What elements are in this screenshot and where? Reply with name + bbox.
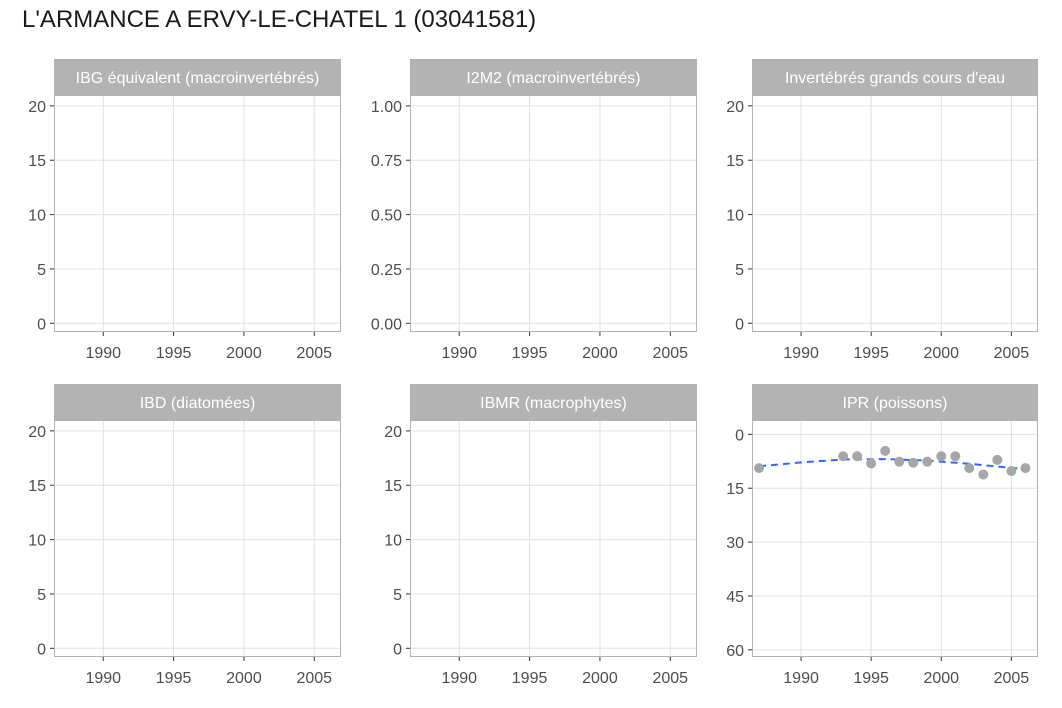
facet-ibd-diatomees: IBD (diatomées) 0 5 10 15 20 1990 1995 2000 2005 <box>28 384 341 687</box>
data-point <box>880 445 891 456</box>
x-tick-label: 2000 <box>226 670 262 687</box>
x-tick-label: 2000 <box>923 670 959 687</box>
y-tick-label: 1.00 <box>371 99 402 116</box>
x-tick-label: 1990 <box>783 345 819 362</box>
data-point <box>1020 463 1031 474</box>
x-tick-label: 1995 <box>156 345 192 362</box>
y-tick-label: 20 <box>384 424 402 441</box>
y-tick-label: 30 <box>726 535 744 552</box>
y-tick-label: 0 <box>393 641 402 658</box>
facet-i2m2-macroinvertebres: I2M2 (macroinvertébrés) 0.00 0.25 0.50 0.75 1… <box>371 59 697 362</box>
y-tick-label: 45 <box>726 589 744 606</box>
facet-strip <box>752 59 1038 95</box>
data-point <box>838 451 849 462</box>
y-tick-label: 0.25 <box>371 262 402 279</box>
y-tick-label: 0.75 <box>371 153 402 170</box>
facet-strip-label: IPR (poissons) <box>843 395 948 412</box>
x-tick-label: 2005 <box>994 670 1030 687</box>
facet-strip <box>54 59 341 95</box>
data-point <box>922 456 933 467</box>
y-tick-label: 15 <box>28 478 46 495</box>
facet-strip <box>54 384 341 420</box>
data-point <box>978 469 989 480</box>
y-tick-label: 20 <box>28 99 46 116</box>
x-tick-label: 1990 <box>85 345 121 362</box>
data-point <box>1006 465 1017 476</box>
y-tick-label: 5 <box>37 262 46 279</box>
y-tick-label: 10 <box>384 533 402 550</box>
y-tick-label: 15 <box>384 478 402 495</box>
y-tick-label: 0.00 <box>371 316 402 333</box>
x-tick-label: 2000 <box>923 345 959 362</box>
facet-invertebres-grands-cours-d-eau: Invertébrés grands cours d'eau 0 5 10 15 20 19… <box>726 59 1038 362</box>
panel-border <box>54 95 341 332</box>
y-tick-label: 0 <box>37 316 46 333</box>
x-tick-label: 1990 <box>85 670 121 687</box>
x-tick-label: 2000 <box>226 345 262 362</box>
x-tick-label: 1995 <box>512 670 548 687</box>
x-tick-label: 1995 <box>853 345 889 362</box>
data-point <box>936 451 947 462</box>
y-tick-label: 0 <box>37 641 46 658</box>
x-tick-label: 2005 <box>296 345 332 362</box>
y-tick-label: 10 <box>28 533 46 550</box>
facet-strip <box>410 59 697 95</box>
x-tick-label: 2005 <box>652 670 688 687</box>
y-tick-label: 15 <box>726 481 744 498</box>
y-tick-label: 5 <box>37 587 46 604</box>
data-point <box>852 451 863 462</box>
trend-line <box>758 458 1026 471</box>
y-tick-label: 10 <box>726 208 744 225</box>
facet-strip-label: IBD (diatomées) <box>140 395 256 412</box>
data-point <box>908 457 919 468</box>
data-point <box>950 451 961 462</box>
y-tick-label: 0.50 <box>371 208 402 225</box>
y-tick-label: 5 <box>735 262 744 279</box>
x-tick-label: 1995 <box>512 345 548 362</box>
x-tick-label: 1995 <box>853 670 889 687</box>
x-tick-label: 2000 <box>582 670 618 687</box>
x-tick-label: 1990 <box>783 670 819 687</box>
x-tick-label: 1995 <box>156 670 192 687</box>
x-tick-label: 2005 <box>296 670 332 687</box>
y-tick-label: 10 <box>28 208 46 225</box>
y-tick-label: 5 <box>393 587 402 604</box>
y-tick-label: 60 <box>726 643 744 660</box>
facet-strip <box>752 384 1038 420</box>
facet-ibmr-macrophytes: IBMR (macrophytes) 0 5 10 15 20 1990 1995 2000 20… <box>384 384 697 687</box>
y-tick-label: 20 <box>28 424 46 441</box>
data-point <box>754 463 765 474</box>
x-tick-label: 1990 <box>441 345 477 362</box>
x-tick-label: 2005 <box>652 345 688 362</box>
panel-border <box>54 420 341 657</box>
y-tick-label: 0 <box>735 316 744 333</box>
data-point <box>894 456 905 467</box>
y-tick-label: 15 <box>726 153 744 170</box>
x-tick-label: 2000 <box>582 345 618 362</box>
data-point <box>964 463 975 474</box>
y-tick-label: 0 <box>735 427 744 444</box>
page-title: L'ARMANCE A ERVY-LE-CHATEL 1 (03041581) <box>22 6 537 33</box>
panel-border <box>752 420 1038 657</box>
x-tick-label: 1990 <box>441 670 477 687</box>
x-tick-label: 2005 <box>994 345 1030 362</box>
facet-strip-label: Invertébrés grands cours d'eau <box>785 70 1005 87</box>
facet-ipr-poissons: IPR (poissons) 0 15 30 45 60 1990 1995 2000 2005 <box>726 384 1038 687</box>
panel-border <box>410 95 697 332</box>
facet-strip-label: IBMR (macrophytes) <box>480 395 627 412</box>
y-tick-label: 20 <box>726 99 744 116</box>
facet-ibg-equivalent-macroinvertebres: IBG équivalent (macroinvertébrés) 0 5 10 15 2… <box>28 59 341 362</box>
facet-strip <box>410 384 697 420</box>
data-point <box>992 454 1003 465</box>
panel-border <box>752 95 1038 332</box>
facet-strip-label: IBG équivalent (macroinvertébrés) <box>76 70 320 87</box>
panel-border <box>410 420 697 657</box>
data-point <box>866 458 877 469</box>
facet-strip-label: I2M2 (macroinvertébrés) <box>466 70 640 87</box>
y-tick-label: 15 <box>28 153 46 170</box>
